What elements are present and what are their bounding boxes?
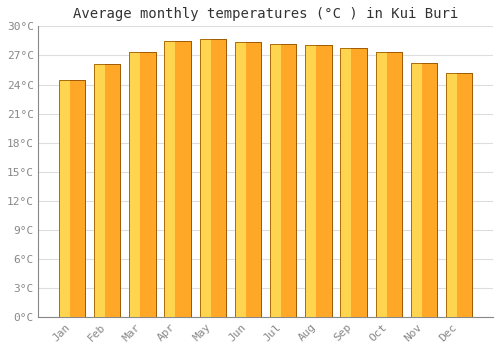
Bar [129,51,156,317]
Bar [59,80,70,317]
Bar [200,39,226,317]
Bar [200,39,210,317]
Bar [270,44,296,317]
Bar [411,63,422,317]
Bar [305,45,332,317]
Bar [376,51,402,317]
Bar [446,73,472,317]
Bar [94,64,105,317]
Bar [411,63,437,317]
Bar [340,48,367,317]
Bar [235,42,261,317]
Bar [340,48,367,317]
Bar [59,80,85,317]
Bar [94,64,120,317]
Bar [270,44,296,317]
Bar [129,51,156,317]
Bar [235,42,246,317]
Bar [164,41,191,317]
Bar [305,45,332,317]
Bar [129,51,140,317]
Bar [340,48,351,317]
Bar [270,44,281,317]
Bar [94,64,120,317]
Bar [411,63,437,317]
Bar [235,42,261,317]
Title: Average monthly temperatures (°C ) in Kui Buri: Average monthly temperatures (°C ) in Ku… [73,7,458,21]
Bar [376,51,402,317]
Bar [200,39,226,317]
Bar [164,41,191,317]
Bar [305,45,316,317]
Bar [376,51,386,317]
Bar [164,41,175,317]
Bar [446,73,457,317]
Bar [446,73,472,317]
Bar [59,80,85,317]
